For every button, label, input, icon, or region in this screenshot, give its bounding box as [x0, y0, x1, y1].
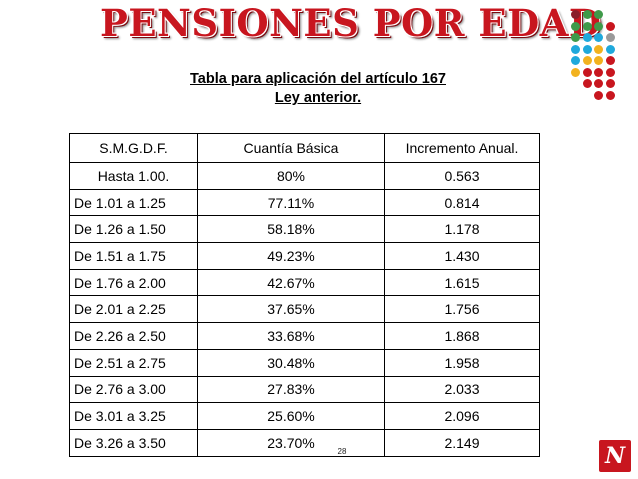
- pension-table: S.M.G.D.F. Cuantía Básica Incremento Anu…: [69, 133, 540, 457]
- decor-dot: [594, 56, 603, 65]
- table-row: De 1.51 a 1.75 49.23% 1.430: [69, 242, 540, 270]
- cell-cuantia: 77.11%: [197, 188, 385, 217]
- cell-incremento: 1.756: [384, 295, 540, 324]
- decor-dot: [571, 10, 580, 19]
- cell-incremento: 1.958: [384, 348, 540, 377]
- table-row: De 3.26 a 3.50 23.70% 2.149: [69, 428, 540, 457]
- cell-cuantia: 25.60%: [197, 402, 385, 430]
- cell-cuantia: 23.70%: [197, 428, 385, 457]
- table-row: De 3.01 a 3.25 25.60% 2.096: [69, 402, 540, 430]
- cell-incremento: 1.868: [384, 322, 540, 350]
- decor-dot: [582, 79, 592, 88]
- decor-dot: [594, 10, 603, 19]
- cell-range: De 2.51 a 2.75: [69, 348, 198, 377]
- cell-cuantia: 58.18%: [197, 215, 385, 244]
- decor-dot: [571, 33, 580, 42]
- decor-dot: [605, 79, 615, 88]
- decor-dot: [594, 67, 603, 77]
- cell-cuantia: 33.68%: [197, 322, 385, 350]
- cell-range: De 1.26 a 1.50: [69, 215, 198, 244]
- cell-range: De 1.51 a 1.75: [69, 242, 198, 270]
- cell-incremento: 2.149: [384, 428, 540, 457]
- cell-incremento: 2.033: [384, 375, 540, 404]
- page-title: PENSIONES POR EDAD: [100, 1, 602, 45]
- decor-dot: [582, 10, 592, 19]
- cell-incremento: 2.096: [384, 402, 540, 430]
- table-row: De 1.26 a 1.50 58.18% 1.178: [69, 215, 540, 244]
- caption-line-2: Ley anterior.: [274, 90, 362, 106]
- decor-dot: [605, 67, 615, 77]
- decor-dot: [605, 33, 615, 42]
- cell-cuantia: 49.23%: [197, 242, 385, 270]
- table-caption: Tabla para aplicación del artículo 167 L…: [150, 70, 486, 108]
- decor-dot: [582, 44, 592, 54]
- decor-dot: [605, 44, 615, 54]
- decor-dot: [594, 21, 603, 31]
- cell-range: De 1.01 a 1.25: [69, 188, 198, 217]
- cell-cuantia: 80%: [197, 162, 385, 190]
- cell-cuantia: 27.83%: [197, 375, 385, 404]
- table-row: De 1.01 a 1.25 77.11% 0.814: [69, 188, 540, 217]
- cell-range: Hasta 1.00.: [69, 162, 198, 190]
- caption-line-1: Tabla para aplicación del artículo 167: [190, 71, 446, 87]
- dot-grid-icon: [561, 10, 631, 105]
- table-row: De 2.26 a 2.50 33.68% 1.868: [69, 322, 540, 350]
- table-row: De 2.01 a 2.25 37.65% 1.756: [69, 295, 540, 324]
- decor-dot: [571, 67, 580, 77]
- cell-incremento: 1.178: [384, 215, 540, 244]
- decor-dot: [594, 79, 603, 88]
- cell-incremento: 1.430: [384, 242, 540, 270]
- cell-incremento: 0.563: [384, 162, 540, 190]
- cell-cuantia: 37.65%: [197, 295, 385, 324]
- table-row: De 1.76 a 2.00 42.67% 1.615: [69, 268, 540, 297]
- decor-dot: [594, 90, 603, 100]
- table-row: De 2.51 a 2.75 30.48% 1.958: [69, 348, 540, 377]
- cell-incremento: 0.814: [384, 188, 540, 217]
- cell-range: De 3.26 a 3.50: [69, 428, 198, 457]
- decor-dot: [571, 56, 580, 65]
- decor-dot: [594, 44, 603, 54]
- cell-incremento: 1.615: [384, 268, 540, 297]
- cell-range: De 2.26 a 2.50: [69, 322, 198, 350]
- decor-dot: [594, 33, 603, 42]
- decor-dot: [605, 21, 615, 31]
- decor-dot: [582, 56, 592, 65]
- header-incremento-anual: Incremento Anual.: [384, 133, 540, 163]
- decor-dot: [582, 21, 592, 31]
- decor-dot: [605, 90, 615, 100]
- decor-dot: [582, 33, 592, 42]
- decor-dot: [571, 44, 580, 54]
- decor-dot: [582, 67, 592, 77]
- cell-range: De 3.01 a 3.25: [69, 402, 198, 430]
- decor-dot: [571, 21, 580, 31]
- table-header-row: S.M.G.D.F. Cuantía Básica Incremento Anu…: [69, 133, 540, 163]
- header-smgdf: S.M.G.D.F.: [69, 133, 198, 163]
- cell-range: De 2.76 a 3.00: [69, 375, 198, 404]
- cell-range: De 1.76 a 2.00: [69, 268, 198, 297]
- decor-dot: [605, 56, 615, 65]
- table-row: Hasta 1.00. 80% 0.563: [69, 162, 540, 190]
- cell-cuantia: 30.48%: [197, 348, 385, 377]
- cell-cuantia: 42.67%: [197, 268, 385, 297]
- brand-logo-icon: N: [599, 440, 631, 472]
- header-cuantia-basica: Cuantía Básica: [197, 133, 385, 163]
- cell-range: De 2.01 a 2.25: [69, 295, 198, 324]
- table-row: De 2.76 a 3.00 27.83% 2.033: [69, 375, 540, 404]
- page-number: 28: [337, 447, 347, 456]
